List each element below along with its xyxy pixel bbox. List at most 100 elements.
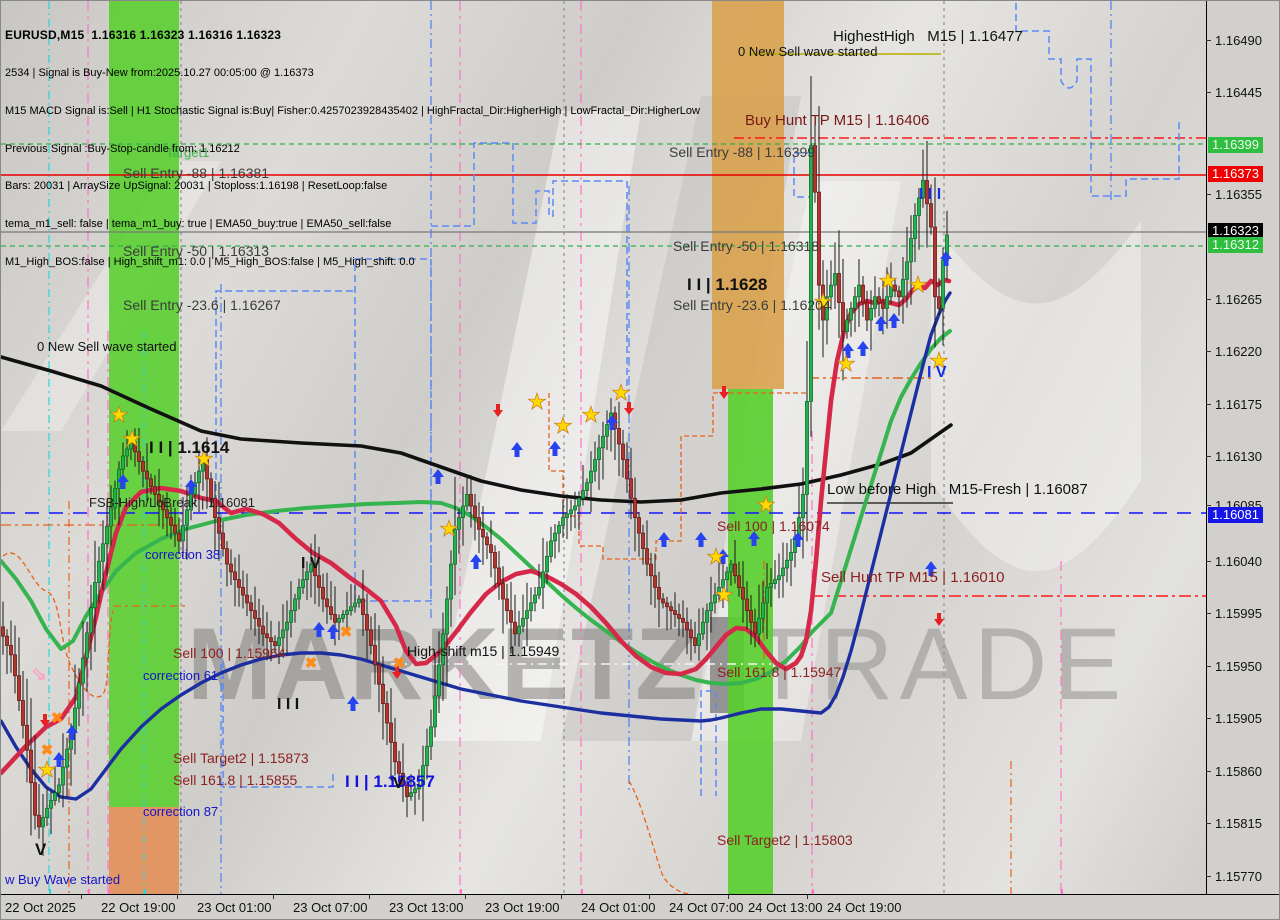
price-tick-label: 1.15770 (1206, 869, 1262, 884)
annotation-label: I I | 1.15857 (345, 772, 435, 791)
sell-arrow-icon (493, 404, 503, 417)
tema-line: tema_m1_sell: false | tema_m1_buy: true … (5, 218, 392, 231)
buy-arrow-icon (185, 479, 197, 494)
star-icon: ★ (553, 413, 573, 438)
sell-arrow-icon (719, 386, 729, 399)
time-tick-label: 23 Oct 13:00 (389, 900, 464, 915)
buy-arrow-icon (66, 725, 78, 740)
buy-arrow-icon (658, 532, 670, 547)
price-badge: 1.16373 (1208, 166, 1263, 182)
annotation-label: Sell Entry -50 | 1.16313 (123, 243, 270, 259)
price-badge: 1.16399 (1208, 137, 1263, 153)
time-tick-label: 24 Oct 07:00 (669, 900, 744, 915)
buy-arrow-icon (53, 752, 65, 767)
annotation-label: V (393, 775, 404, 792)
buy-arrow-icon (695, 532, 707, 547)
time-tick-mark (728, 895, 729, 899)
star-icon: ★ (714, 582, 734, 607)
star-icon: ★ (37, 757, 57, 782)
buy-arrow-icon (925, 561, 937, 576)
signal-line: 2534 | Signal is Buy-New from:2025.10.27… (5, 66, 314, 79)
signal-tick-mark (1061, 889, 1063, 894)
star-icon: ★ (908, 272, 928, 297)
time-tick-mark (649, 895, 650, 899)
annotation-label: Sell Entry -23.6 | 1.16204 (673, 297, 831, 313)
annotation-label: Sell Entry -23.6 | 1.16267 (123, 297, 281, 313)
sell-arrow-icon (40, 714, 50, 727)
star-icon: ★ (929, 348, 949, 373)
stoch-step-bottom (222, 661, 334, 788)
annotation-label: I I I (919, 186, 942, 203)
bos-line: M1_High_BOS:false | High_shift_m1: 0.0 |… (5, 255, 415, 268)
price-tick-label: 1.16355 (1206, 187, 1262, 202)
sell-arrow-icon (392, 666, 402, 679)
chart-plot-area[interactable]: MARKETZ TRADE ★★★★★★★★★★★★★★★★★✖✖✖✖✖⇘ Ta… (1, 1, 1206, 894)
annotation-label: Sell Target2 | 1.15873 (173, 750, 309, 766)
sell-arrow-icon (624, 402, 634, 415)
signal-tick-mark (460, 889, 462, 894)
annotation-label: I I | 1.1614 (149, 438, 230, 457)
price-tick-label: 1.16220 (1206, 344, 1262, 359)
time-tick-mark (369, 895, 370, 899)
price-badge: 1.16323 (1208, 223, 1263, 239)
star-icon: ★ (581, 402, 601, 427)
envelope-mid-step (548, 392, 811, 560)
price-tick-label: 1.15995 (1206, 606, 1262, 621)
annotation-label: Low before High M15-Fresh | 1.16087 (827, 481, 1088, 498)
price-tick-label: 1.16490 (1206, 33, 1262, 48)
price-tick-label: 1.16130 (1206, 449, 1262, 464)
star-icon: ★ (706, 544, 726, 569)
envelope-left (2, 552, 114, 698)
signal-markers: ★★★★★★★ ★★★★★★★★ ★★✖✖✖✖✖⇘ (31, 251, 952, 782)
buy-arrow-icon (842, 343, 854, 358)
star-icon: ★ (527, 389, 547, 414)
previous-signal-line: Previous Signal :Buy-Stop-candle from: 1… (5, 142, 240, 155)
buy-arrow-icon (857, 341, 869, 356)
price-tick-label: 1.16175 (1206, 397, 1262, 412)
time-tick-mark (561, 895, 562, 899)
buy-arrow-icon (432, 469, 444, 484)
signal-tick-mark (108, 889, 110, 894)
cross-icon: ✖ (305, 655, 318, 672)
time-tick-label: 22 Oct 19:00 (101, 900, 176, 915)
star-icon: ★ (813, 289, 833, 314)
buy-arrow-icon (327, 624, 339, 639)
chart-canvas[interactable]: ★★★★★★★ ★★★★★★★★ ★★✖✖✖✖✖⇘ (1, 1, 1206, 894)
price-tick-label: 1.15860 (1206, 764, 1262, 779)
annotation-label: Sell 100 | 1.15964 (173, 645, 286, 661)
annotation-label: Target1 (166, 145, 210, 160)
time-axis[interactable]: 22 Oct 2025 22 Oct 19:00 23 Oct 01:00 23 Oc… (1, 889, 1279, 919)
time-tick-label: 24 Oct 01:00 (581, 900, 656, 915)
buy-arrow-icon (606, 415, 618, 430)
price-axis[interactable]: 1.16490 1.16445 1.16355 1.16265 1.16220 1.161… (1206, 1, 1279, 894)
star-icon: ★ (109, 402, 129, 427)
buy-arrow-icon (792, 532, 804, 547)
annotation-label: HighestHigh M15 | 1.16477 (833, 28, 1023, 45)
horizontal-level-lines (1, 53, 1206, 665)
chart-info-header: EURUSD,M15 1.16316 1.16323 1.16316 1.163… (5, 4, 700, 294)
time-tick-mark (807, 895, 808, 899)
sell-arrow-icon (934, 613, 944, 626)
annotation-label: correction 38 (145, 547, 221, 562)
annotation-label: I V (927, 364, 947, 381)
time-tick-label: 23 Oct 19:00 (485, 900, 560, 915)
time-tick-label: 24 Oct 13:00 (748, 900, 823, 915)
time-tick-label: 23 Oct 01:00 (197, 900, 272, 915)
signal-tick-mark (144, 889, 146, 894)
buy-arrow-icon (549, 441, 561, 456)
price-badge: 1.16312 (1208, 237, 1263, 253)
pink-arrow-icon: ⇘ (31, 664, 47, 685)
buy-arrow-icon (470, 554, 482, 569)
buy-arrow-icon (347, 696, 359, 711)
buy-arrow-icon (875, 316, 887, 331)
ma-green (1, 329, 952, 686)
buy-arrow-icon (888, 313, 900, 328)
star-icon: ★ (756, 492, 776, 517)
stochastic-step-lines (215, 3, 1180, 796)
buy-arrow-icon (748, 531, 760, 546)
star-icon: ★ (122, 426, 142, 451)
stoch-box-low (700, 690, 717, 796)
cross-icon: ✖ (41, 742, 54, 759)
price-tick-label: 1.15905 (1206, 711, 1262, 726)
